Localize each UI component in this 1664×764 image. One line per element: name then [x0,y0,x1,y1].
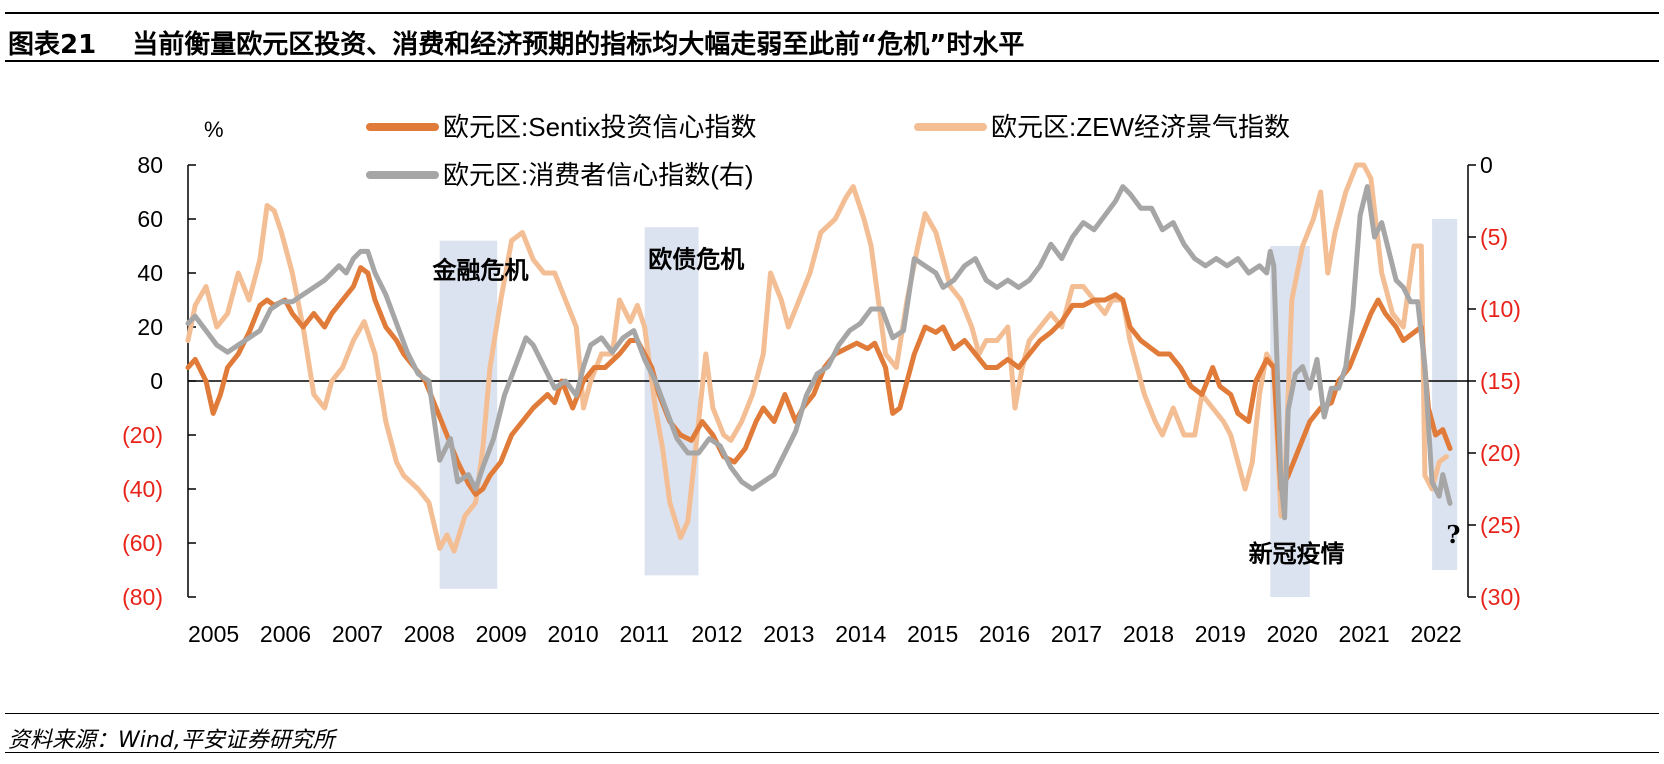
x-tick-label: 2007 [332,621,383,647]
right-tick-label: (10) [1480,296,1521,322]
x-tick-label: 2010 [548,621,599,647]
figure-number: 图表21 [8,30,97,60]
title-rule [5,60,1659,62]
left-tick-label: 20 [137,314,163,340]
source-rule [5,713,1659,714]
x-tick-label: 2011 [619,621,668,647]
legend-label: 欧元区:Sentix投资信心指数 [443,112,757,142]
annotation-label: 金融危机 [431,255,528,284]
legend: 欧元区:Sentix投资信心指数 欧元区:ZEW经济景气指数欧元区:消费者信心指数… [366,112,1290,190]
right-tick-label: (15) [1480,368,1521,394]
legend-label: 欧元区:ZEW经济景气指数 [991,112,1290,142]
bottom-rule [5,752,1659,753]
legend-label: 欧元区:消费者信心指数(右) [443,160,754,190]
series-line-consumer [185,184,1453,521]
crisis-shade [1432,219,1458,570]
x-tick-label: 2014 [835,621,886,647]
annotation-label: ? [1446,520,1460,549]
left-tick-label: 80 [137,152,163,178]
left-tick-label: 60 [137,206,163,232]
top-rule [5,12,1659,14]
annotation-label: 欧债危机 [648,245,744,274]
x-tick-label: 2020 [1267,621,1318,647]
left-tick-label: (20) [122,422,163,448]
right-tick-label: 0 [1480,152,1493,178]
left-tick-label: (40) [122,476,163,502]
x-tick-label: 2013 [763,621,814,647]
source-note: 资料来源：Wind,平安证券研究所 [8,728,335,753]
series-line-zew [185,162,1449,554]
right-tick-label: (30) [1480,584,1521,610]
chart: 80 60 40 20 0 (20) (40) (60) (80) 0 (5) (10) (15) (20… [122,112,1521,647]
tick-labels: 80 60 40 20 0 (20) (40) (60) (80) 0 (5) (10) (15) (20… [122,117,1521,647]
x-tick-label: 2009 [476,621,527,647]
annotation-label: 新冠疫情 [1249,539,1345,568]
x-tick-label: 2021 [1339,621,1390,647]
right-tick-label: (20) [1480,440,1521,466]
x-tick-label: 2012 [691,621,742,647]
series-lines [185,162,1453,554]
figure-title: 图表21 当前衡量欧元区投资、消费和经济预期的指标均大幅走弱至此前“危机”时水平 [8,24,1024,61]
x-tick-label: 2019 [1195,621,1246,647]
x-tick-label: 2018 [1123,621,1174,647]
unit-label: % [204,117,224,142]
right-tick-label: (25) [1480,512,1521,538]
figure-title-text: 当前衡量欧元区投资、消费和经济预期的指标均大幅走弱至此前“危机”时水平 [132,30,1025,60]
x-tick-label: 2015 [907,621,958,647]
left-tick-label: (80) [122,584,163,610]
x-tick-label: 2016 [979,621,1030,647]
right-tick-label: (5) [1480,224,1508,250]
x-tick-label: 2022 [1410,621,1461,647]
x-tick-label: 2008 [404,621,455,647]
left-tick-label: 40 [137,260,163,286]
left-tick-label: 0 [150,368,163,394]
x-tick-label: 2005 [188,621,239,647]
x-tick-label: 2006 [260,621,311,647]
left-tick-label: (60) [122,530,163,556]
x-tick-label: 2017 [1051,621,1102,647]
